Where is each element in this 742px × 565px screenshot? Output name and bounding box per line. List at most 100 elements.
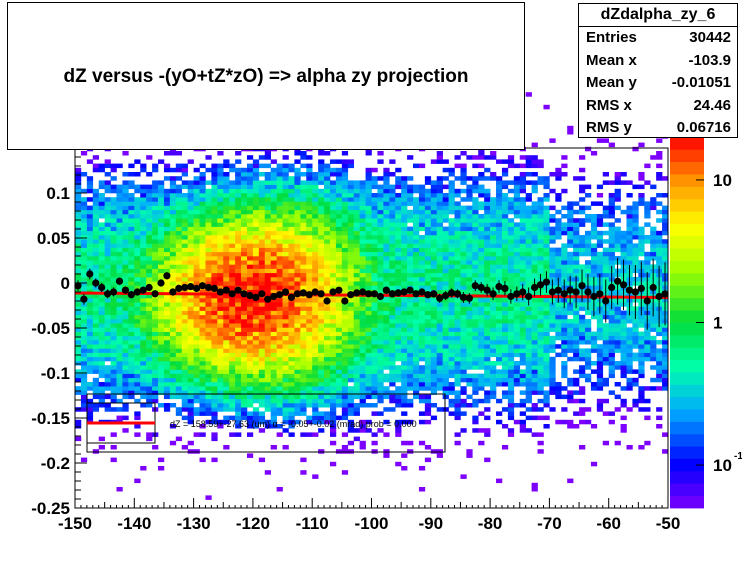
heatmap-cell [472,163,479,169]
heatmap-cell [152,314,159,320]
heatmap-cell [371,440,378,446]
heatmap-cell [282,251,289,257]
heatmap-cell [318,382,325,387]
heatmap-cell [490,230,497,236]
heatmap-cell [312,331,319,337]
heatmap-cell [460,403,467,408]
heatmap-cell [543,239,550,244]
heatmap-cell [519,218,526,223]
heatmap-cell [341,268,349,274]
heatmap-cell [223,398,230,404]
heatmap-cell [205,335,212,341]
heatmap-cell [324,327,331,332]
heatmap-cell [306,331,313,337]
heatmap-cell [436,201,443,206]
heatmap-cell [466,403,473,408]
heatmap-cell [543,361,550,366]
heatmap-cell [175,260,183,265]
heatmap-cell [241,180,248,185]
heatmap-cell [158,390,165,395]
heatmap-cell [318,327,325,332]
heatmap-cell [525,356,532,362]
heatmap-cell [335,188,343,194]
heatmap-cell [211,382,218,387]
heatmap-cell [312,306,319,311]
heatmap-cell [193,243,200,248]
heatmap-cell [329,369,337,374]
heatmap-cell [223,445,230,450]
heatmap-cell [116,356,123,362]
heatmap-cell [104,172,111,177]
heatmap-cell [496,314,503,320]
heatmap-cell [365,197,372,202]
heatmap-cell [543,209,550,215]
heatmap-cell [158,184,165,190]
heatmap-cell [229,268,236,274]
heatmap-cell [460,180,467,185]
heatmap-cell [128,361,135,366]
heatmap-cell [484,281,491,286]
heatmap-cell [543,251,550,257]
heatmap-cell [235,172,242,177]
heatmap-cell [264,188,271,194]
heatmap-cell [217,398,224,404]
heatmap-cell [217,361,224,366]
heatmap-cell [110,445,117,450]
heatmap-cell [282,407,289,412]
heatmap-cell [193,340,200,345]
heatmap-cell [140,184,147,190]
heatmap-cell [122,268,129,274]
heatmap-cell [246,209,254,215]
heatmap-cell [75,172,82,177]
heatmap-cell [365,285,372,290]
heatmap-cell [229,277,236,282]
heatmap-cell [353,272,360,278]
heatmap-cell [258,331,266,337]
heatmap-cell [454,411,461,416]
heatmap-cell [187,340,194,345]
heatmap-cell [205,306,212,311]
heatmap-cell [199,310,206,316]
heatmap-cell [134,340,141,345]
heatmap-cell [86,323,94,328]
heatmap-cell [460,218,467,223]
heatmap-cell [341,373,349,379]
heatmap-cell [193,251,200,257]
heatmap-cell [80,344,88,349]
heatmap-cell [104,369,111,374]
heatmap-cell [282,428,289,433]
heatmap-cell [217,222,224,227]
heatmap-cell [525,319,532,324]
heatmap-cell [513,163,521,169]
heatmap-cell [484,302,491,307]
heatmap-cell [116,344,123,349]
heatmap-cell [460,243,467,248]
heatmap-cell [300,302,307,307]
heatmap-cell [158,197,165,202]
heatmap-cell [472,314,479,320]
heatmap-cell [205,256,212,261]
heatmap-cell [561,172,568,177]
heatmap-cell [217,272,224,278]
heatmap-cell [484,415,491,421]
heatmap-cell [223,214,230,219]
heatmap-cell [365,209,372,215]
heatmap-cell [306,193,313,198]
heatmap-cell [519,310,526,316]
heatmap-cell [163,193,171,198]
heatmap-cell [158,386,165,391]
heatmap-cell [86,218,94,223]
heatmap-cell [288,403,295,408]
heatmap-cell [205,314,212,320]
heatmap-cell [258,197,266,202]
heatmap-cell [270,319,277,324]
heatmap-cell [288,373,295,379]
heatmap-cell [442,361,449,366]
heatmap-cell [454,205,461,211]
heatmap-cell [229,235,236,240]
heatmap-cell [181,180,188,185]
heatmap-cell [104,373,111,379]
heatmap-cell [537,319,544,324]
heatmap-cell [252,411,260,416]
heatmap-cell [282,256,289,261]
